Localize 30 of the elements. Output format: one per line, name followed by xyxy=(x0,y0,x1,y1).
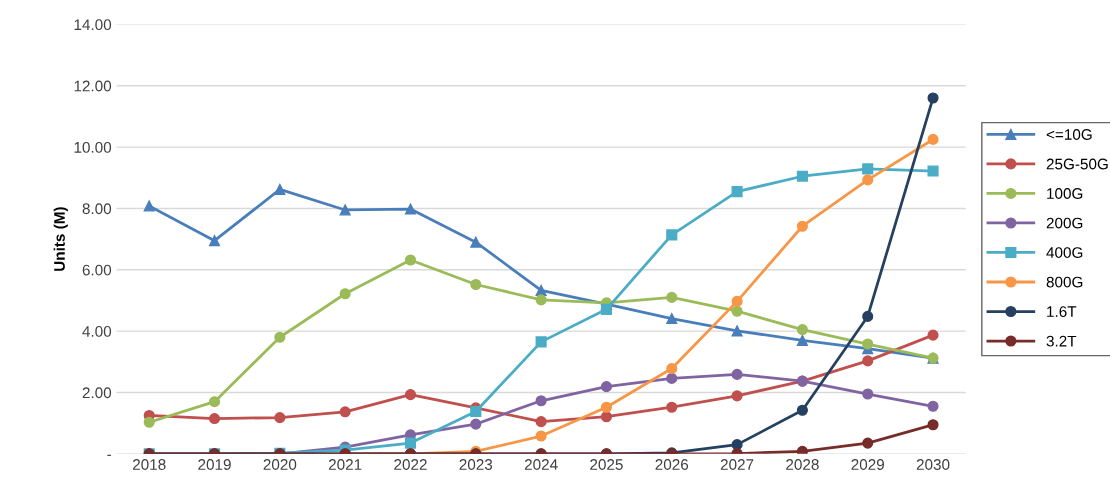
legend-label: 800G xyxy=(1046,276,1083,288)
y-tick-label: 14.00 xyxy=(74,19,112,31)
y-tick-label: 10.00 xyxy=(74,141,112,153)
y-tick-label: - xyxy=(107,454,112,456)
x-tick-label: 2021 xyxy=(328,459,362,470)
x-tick-label: 2022 xyxy=(394,459,427,470)
legend-label: 3.2T xyxy=(1046,335,1077,347)
x-tick-label: 2020 xyxy=(263,459,297,470)
y-tick-label: 6.00 xyxy=(82,264,112,276)
y-tick-label: 2.00 xyxy=(82,387,112,399)
legend-label: 400G xyxy=(1046,247,1083,258)
legend-label: 200G xyxy=(1046,217,1083,229)
y-tick-label: 4.00 xyxy=(82,326,112,337)
x-tick-label: 2029 xyxy=(851,459,884,470)
x-tick-label: 2024 xyxy=(524,459,558,470)
x-tick-label: 2027 xyxy=(720,459,754,470)
x-tick-label: 2025 xyxy=(590,459,623,470)
x-tick-label: 2023 xyxy=(459,459,493,470)
y-tick-label: 8.00 xyxy=(82,203,112,215)
legend-label: 100G xyxy=(1047,188,1083,199)
x-tick-label: 2026 xyxy=(655,459,689,470)
y-axis-title: Units (M) xyxy=(53,207,68,271)
x-tick-label: 2018 xyxy=(132,459,166,470)
legend-label: <=10G xyxy=(1046,129,1092,140)
y-tick-label: 12.00 xyxy=(74,80,112,92)
x-tick-label: 2028 xyxy=(786,459,819,470)
legend-label: 1.6T xyxy=(1047,306,1077,318)
x-tick-label: 2030 xyxy=(916,459,950,470)
x-tick-label: 2019 xyxy=(198,459,231,470)
legend-label: 25G-50G xyxy=(1046,158,1108,170)
